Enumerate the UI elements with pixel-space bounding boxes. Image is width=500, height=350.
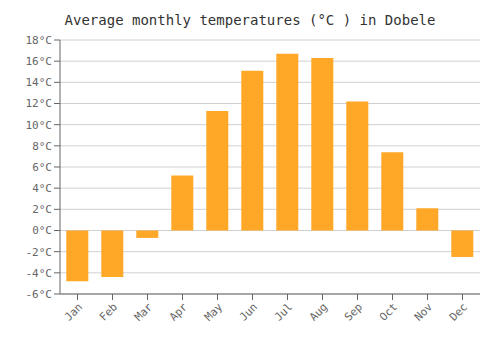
svg-text:Aug: Aug [307, 300, 330, 323]
svg-text:8°C: 8°C [32, 140, 52, 153]
html-text:Average monthly temperatures (: Average monthly temperatures (°C ) in Do… [64, 12, 436, 28]
svg-text:0°C: 0°C [32, 224, 52, 237]
svg-text:Feb: Feb [97, 300, 120, 323]
svg-text:-4°C: -4°C [26, 267, 53, 280]
svg-text:Jun: Jun [237, 300, 260, 323]
svg-text:12°C: 12°C [26, 97, 53, 110]
svg-text:Sep: Sep [342, 300, 365, 323]
svg-text:Jul: Jul [272, 300, 295, 323]
svg-text:Jan: Jan [62, 300, 85, 323]
svg-text:4°C: 4°C [32, 182, 52, 195]
svg-text:Apr: Apr [167, 300, 191, 324]
svg-text:2°C: 2°C [32, 203, 52, 216]
svg-text:6°C: 6°C [32, 161, 52, 174]
svg-text:Mar: Mar [132, 300, 156, 324]
svg-text:-2°C: -2°C [26, 246, 53, 259]
svg-text:18°C: 18°C [26, 34, 53, 47]
svg-text:Nov: Nov [412, 300, 436, 324]
svg-text:10°C: 10°C [26, 119, 53, 132]
svg-text:Oct: Oct [377, 300, 400, 323]
svg-text:14°C: 14°C [26, 76, 53, 89]
svg-text:-6°C: -6°C [26, 288, 53, 301]
svg-text:Dec: Dec [447, 300, 470, 323]
svg-text:May: May [202, 300, 226, 324]
svg-text:16°C: 16°C [26, 55, 53, 68]
